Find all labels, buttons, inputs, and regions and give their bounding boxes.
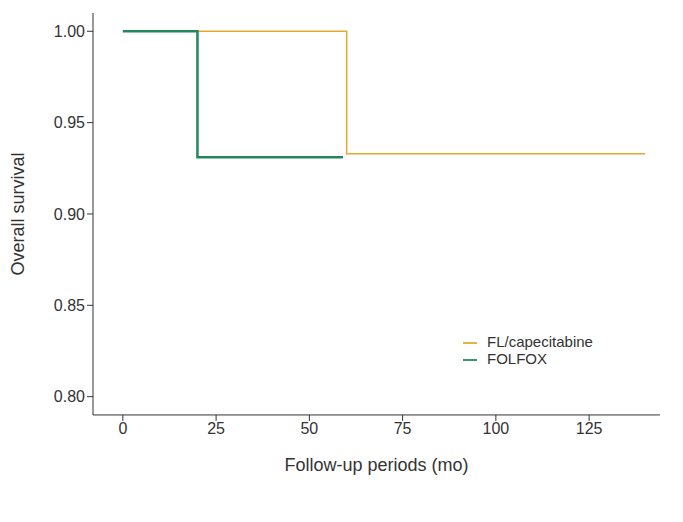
svg-text:Follow-up periods (mo): Follow-up periods (mo) — [284, 455, 468, 475]
svg-text:75: 75 — [394, 420, 412, 437]
html-text:FOLFOX: FOLFOX — [487, 350, 547, 367]
svg-text:50: 50 — [300, 420, 318, 437]
html-text:FL/capecitabine: FL/capecitabine — [487, 333, 593, 350]
svg-text:0.90: 0.90 — [54, 206, 85, 223]
svg-text:125: 125 — [576, 420, 603, 437]
svg-text:1.00: 1.00 — [54, 23, 85, 40]
svg-text:0.80: 0.80 — [54, 388, 85, 405]
svg-text:100: 100 — [483, 420, 510, 437]
svg-text:Overall survival: Overall survival — [8, 152, 28, 275]
svg-text:0.95: 0.95 — [54, 114, 85, 131]
svg-text:25: 25 — [207, 420, 225, 437]
svg-text:0.85: 0.85 — [54, 297, 85, 314]
svg-text:0: 0 — [118, 420, 127, 437]
